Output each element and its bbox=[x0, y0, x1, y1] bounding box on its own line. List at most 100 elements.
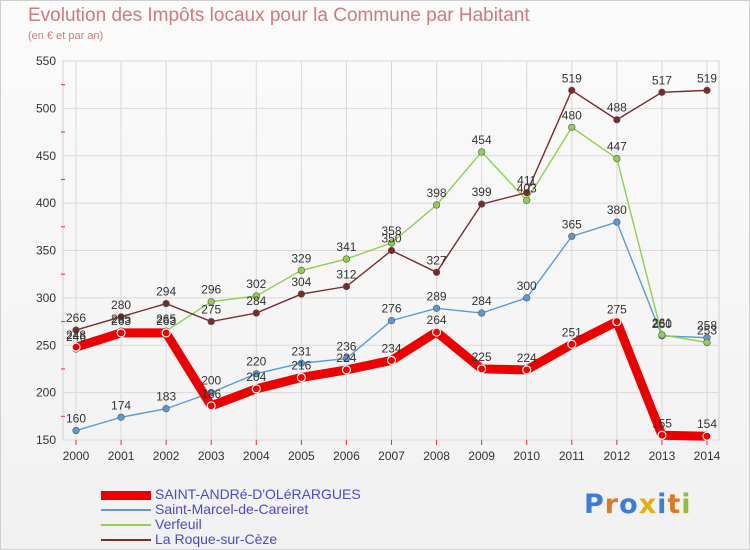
logo-letter: x bbox=[638, 489, 658, 520]
data-label: 266 bbox=[66, 311, 86, 325]
data-label: 380 bbox=[607, 203, 627, 217]
data-point bbox=[703, 338, 711, 347]
data-label: 398 bbox=[427, 186, 447, 200]
data-label: 264 bbox=[427, 313, 447, 327]
y-tick-label: 300 bbox=[36, 291, 56, 305]
data-label: 447 bbox=[607, 140, 627, 154]
legend-label: SAINT-ANDRé-D'OLéRARGUES bbox=[155, 486, 361, 502]
x-tick-label: 2006 bbox=[333, 449, 360, 463]
data-label: 204 bbox=[246, 370, 266, 384]
data-label: 251 bbox=[562, 325, 582, 339]
data-label: 304 bbox=[291, 275, 311, 289]
data-label: 265 bbox=[111, 312, 131, 326]
data-label: 200 bbox=[201, 374, 221, 388]
data-point bbox=[297, 266, 305, 274]
data-label: 276 bbox=[381, 302, 401, 316]
data-label: 246 bbox=[66, 330, 86, 344]
data-label: 358 bbox=[381, 224, 401, 238]
x-tick-label: 2004 bbox=[243, 449, 270, 463]
data-label: 275 bbox=[201, 303, 221, 317]
data-label: 186 bbox=[201, 387, 221, 401]
x-tick-label: 2008 bbox=[423, 449, 450, 463]
data-point bbox=[207, 317, 215, 326]
data-label: 312 bbox=[336, 268, 356, 282]
data-point bbox=[523, 196, 531, 204]
data-point bbox=[387, 239, 396, 247]
x-tick-label: 2003 bbox=[198, 449, 225, 463]
chart-subtitle: (en € et par an) bbox=[28, 30, 104, 42]
data-point bbox=[117, 313, 125, 321]
data-label: 260 bbox=[652, 317, 672, 331]
data-point bbox=[613, 154, 621, 163]
data-point bbox=[568, 232, 576, 240]
data-point bbox=[613, 218, 621, 226]
y-tick-label: 400 bbox=[36, 196, 56, 210]
data-label: 224 bbox=[336, 351, 356, 365]
data-point bbox=[612, 316, 622, 327]
data-label: 302 bbox=[246, 277, 266, 291]
data-point bbox=[657, 430, 667, 440]
data-label: 236 bbox=[336, 340, 356, 354]
data-point bbox=[568, 123, 576, 131]
data-label: 258 bbox=[697, 319, 717, 333]
data-point bbox=[703, 86, 711, 94]
data-label: 411 bbox=[517, 174, 536, 188]
data-point bbox=[252, 292, 260, 300]
logo-letter: r bbox=[604, 489, 620, 520]
data-point bbox=[252, 370, 260, 378]
data-point bbox=[297, 290, 305, 298]
data-label: 294 bbox=[156, 285, 176, 299]
data-label: 365 bbox=[562, 217, 582, 231]
legend-swatch bbox=[101, 491, 151, 500]
data-label: 275 bbox=[607, 303, 627, 317]
data-point bbox=[478, 309, 486, 317]
data-label: 253 bbox=[697, 323, 717, 337]
data-label: 220 bbox=[246, 355, 266, 369]
y-tick-label: 550 bbox=[36, 54, 56, 68]
data-point bbox=[206, 401, 216, 411]
data-label: 517 bbox=[652, 73, 672, 87]
data-label: 399 bbox=[472, 185, 492, 199]
data-point bbox=[702, 431, 712, 441]
x-tick-label: 2000 bbox=[63, 449, 90, 463]
data-point bbox=[613, 116, 621, 124]
data-point bbox=[432, 304, 441, 312]
data-point bbox=[431, 327, 442, 337]
data-label: 216 bbox=[291, 358, 311, 372]
data-label: 300 bbox=[517, 279, 537, 293]
data-point bbox=[342, 282, 351, 291]
data-label: 284 bbox=[246, 294, 266, 308]
logo-letter: P bbox=[584, 489, 605, 520]
x-tick-label: 2010 bbox=[513, 449, 540, 463]
data-point bbox=[207, 298, 215, 306]
y-tick-label: 350 bbox=[36, 244, 56, 258]
data-label: 284 bbox=[472, 294, 492, 308]
data-point bbox=[296, 372, 306, 383]
data-label: 263 bbox=[111, 314, 131, 328]
data-point bbox=[297, 359, 305, 367]
data-point bbox=[387, 246, 396, 255]
data-point bbox=[162, 299, 170, 308]
logo-letter: i bbox=[681, 489, 692, 520]
y-tick-label: 500 bbox=[36, 101, 56, 115]
data-point bbox=[478, 148, 486, 156]
data-label: 231 bbox=[291, 344, 311, 358]
data-label: 519 bbox=[562, 71, 582, 85]
data-point bbox=[523, 189, 531, 197]
logo-letter: i bbox=[657, 489, 668, 520]
data-label: 350 bbox=[381, 232, 401, 246]
data-point bbox=[341, 365, 352, 375]
x-tick-label: 2007 bbox=[378, 449, 405, 463]
data-point bbox=[523, 294, 531, 302]
legend-swatch bbox=[101, 539, 151, 541]
x-tick-label: 2009 bbox=[468, 449, 495, 463]
data-point bbox=[658, 88, 666, 96]
data-label: 265 bbox=[156, 312, 176, 326]
data-point bbox=[387, 317, 396, 325]
data-point bbox=[478, 200, 486, 208]
data-label: 174 bbox=[111, 398, 131, 412]
data-label: 341 bbox=[336, 240, 356, 254]
x-tick-label: 2014 bbox=[694, 449, 721, 463]
data-point bbox=[658, 331, 666, 339]
